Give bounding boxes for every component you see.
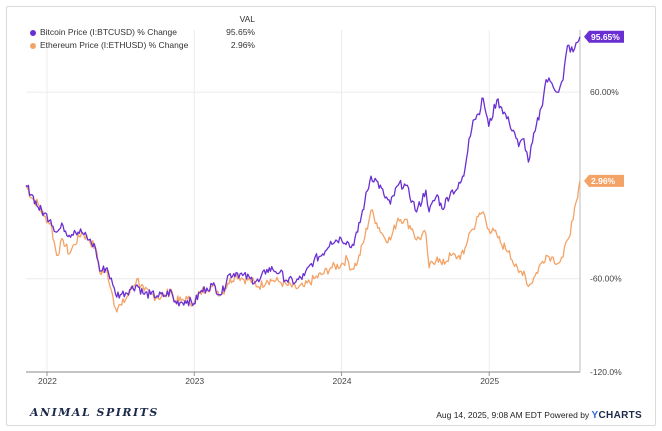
x-tick-label: 2025 bbox=[480, 376, 499, 386]
legend-item-ethereum[interactable]: Ethereum Price (I:ETHUSD) % Change 2.96% bbox=[30, 40, 260, 52]
powered-by-text: Powered by bbox=[544, 410, 590, 420]
legend-value-ethereum: 2.96% bbox=[230, 40, 255, 50]
legend-value-bitcoin: 95.65% bbox=[226, 27, 255, 37]
end-label-bitcoin: 95.65% bbox=[591, 32, 620, 42]
x-tick-label: 2023 bbox=[185, 376, 204, 386]
ycharts-logo[interactable]: YCHARTS bbox=[591, 410, 642, 421]
y-tick-label: -120.0% bbox=[590, 367, 622, 377]
end-label-bg-bitcoin bbox=[584, 30, 624, 43]
series-line-ethereum bbox=[25, 180, 581, 313]
legend-marker-ethereum bbox=[30, 43, 36, 49]
end-label-ethereum: 2.96% bbox=[591, 176, 616, 186]
legend-label-ethereum: Ethereum Price (I:ETHUSD) % Change bbox=[40, 40, 189, 50]
x-tick-label: 2022 bbox=[38, 376, 57, 386]
end-label-bg-ethereum bbox=[584, 174, 624, 187]
legend-item-bitcoin[interactable]: Bitcoin Price (I:BTCUSD) % Change 95.65% bbox=[30, 27, 260, 39]
chart-frame bbox=[6, 6, 656, 426]
timestamp: Aug 14, 2025, 9:08 AM EDT bbox=[436, 410, 542, 420]
y-tick-label: -60.00% bbox=[590, 274, 622, 284]
footer-credit: Aug 14, 2025, 9:08 AM EDT Powered by YCH… bbox=[436, 410, 642, 421]
series-line-bitcoin bbox=[25, 36, 581, 307]
x-tick-label: 2024 bbox=[333, 376, 352, 386]
legend-label-bitcoin: Bitcoin Price (I:BTCUSD) % Change bbox=[40, 27, 177, 37]
legend-marker-bitcoin bbox=[30, 30, 36, 36]
legend-header: VAL bbox=[239, 14, 255, 24]
animal-spirits-logo: ANIMAL SPIRITS bbox=[30, 406, 159, 419]
y-tick-label: 60.00% bbox=[590, 87, 619, 97]
